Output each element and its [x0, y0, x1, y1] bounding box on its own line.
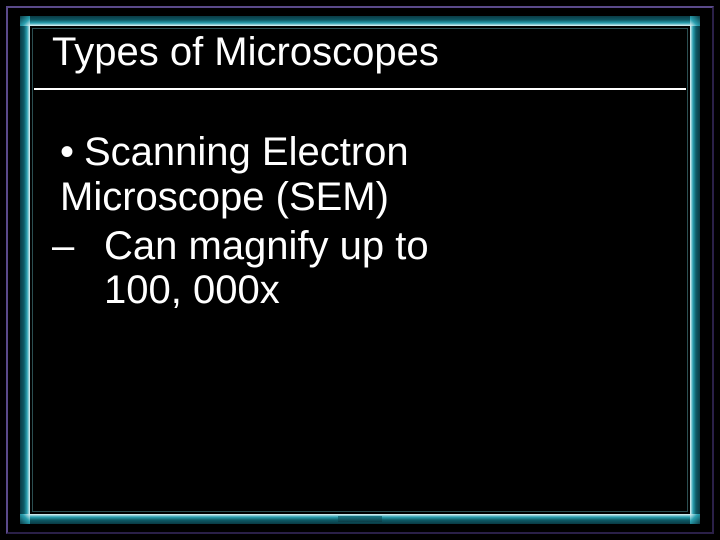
frame-corner: [690, 514, 700, 524]
frame-bottom-notch: [338, 516, 382, 522]
bullet-level2: –Can magnify up to 100, 000x: [60, 224, 660, 314]
slide-title: Types of Microscopes: [52, 30, 660, 75]
bullet-text: Scanning Electron: [84, 130, 409, 174]
bullet-dash-icon: –: [78, 224, 104, 269]
bullet-text: Microscope (SEM): [60, 175, 389, 219]
bullet-level1: •Scanning Electron Microscope (SEM): [60, 130, 660, 220]
bullet-dot-icon: •: [60, 130, 84, 175]
frame-corner: [20, 514, 30, 524]
title-underline: [34, 88, 686, 90]
frame-band-right: [690, 16, 700, 524]
bullet-text: 100, 000x: [104, 268, 280, 312]
frame-band-left: [20, 16, 30, 524]
slide-title-text: Types of Microscopes: [52, 30, 439, 75]
bullet-text: Can magnify up to: [104, 224, 429, 268]
slide: Types of Microscopes •Scanning Electron …: [0, 0, 720, 540]
frame-band-top: [20, 16, 700, 26]
slide-body: •Scanning Electron Microscope (SEM) –Can…: [60, 130, 660, 313]
frame-corner: [20, 16, 30, 26]
frame-corner: [690, 16, 700, 26]
